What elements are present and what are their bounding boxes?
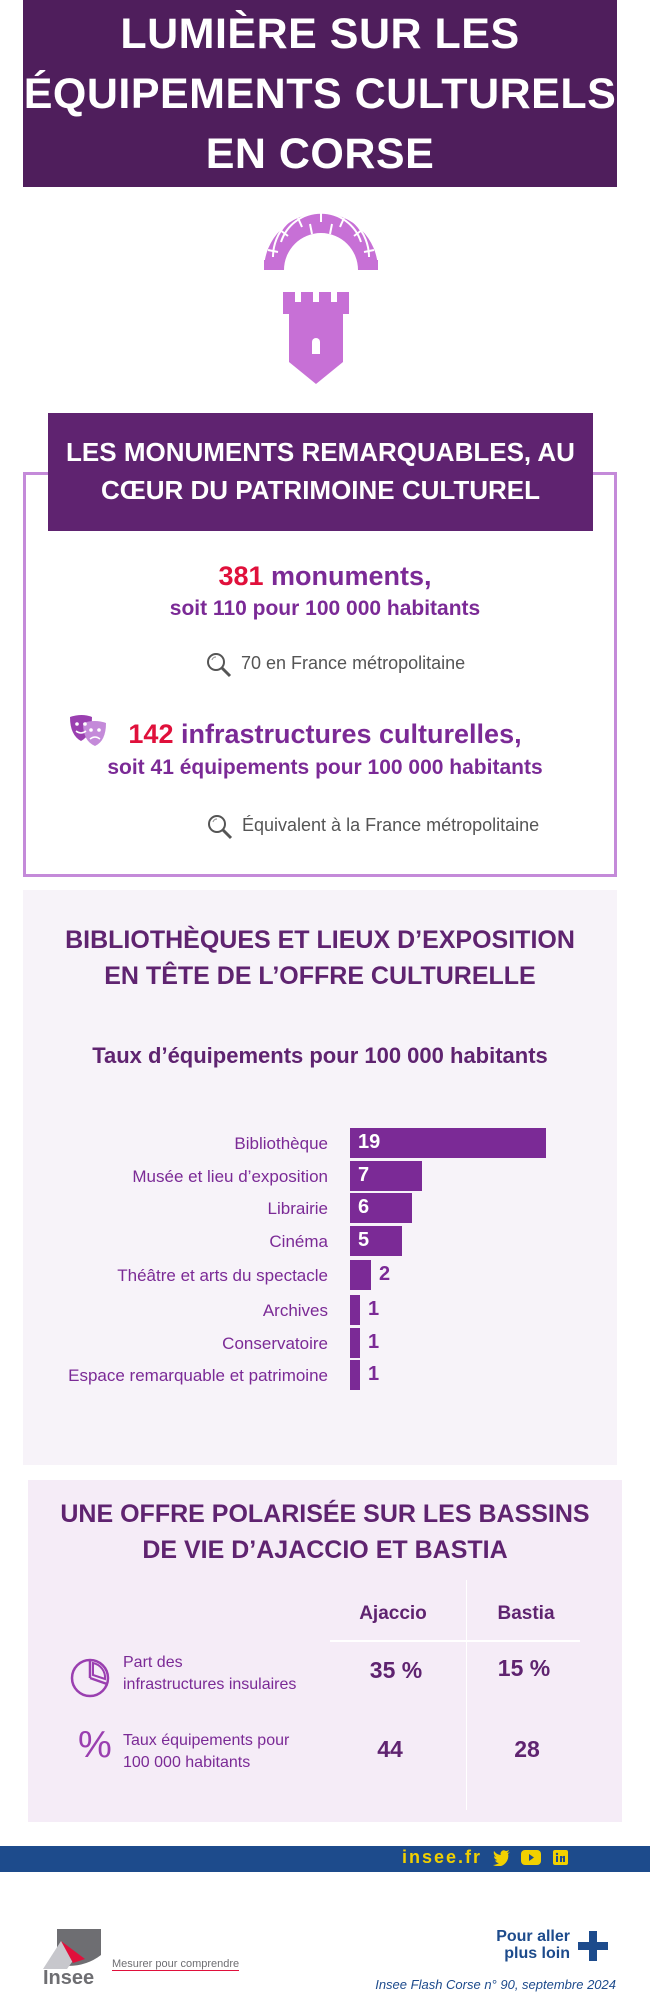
row-label-share: Part des infrastructures insulaires (123, 1652, 296, 1696)
bastia-share: 15 % (497, 1655, 551, 1681)
section-title-line: EN TÊTE DE L’OFFRE CULTURELLE (104, 962, 536, 990)
chart-title: Taux d’équipements pour 100 000 habitant… (92, 1043, 548, 1068)
twitter-icon[interactable] (493, 1850, 511, 1866)
section-title-line: BIBLIOTHÈQUES ET LIEUX D’EXPOSITION (65, 926, 575, 954)
infrastructures-stat: 142 infrastructures culturelles, (0, 719, 650, 750)
bar-value: 6 (358, 1196, 370, 1218)
section-title: BIBLIOTHÈQUES ET LIEUX D’EXPOSITION EN T… (23, 922, 617, 994)
column-header-ajaccio: Ajaccio (359, 1603, 427, 1624)
more-info-line: Pour aller (496, 1928, 570, 1945)
title-line: ÉQUIPEMENTS CULTURELS (23, 70, 617, 118)
bar-label: Espace remarquable et patrimoine (68, 1366, 328, 1385)
ajaccio-share: 35 % (369, 1657, 423, 1683)
title-line: LUMIÈRE SUR LES (120, 10, 520, 58)
bar-label: Bibliothèque (234, 1134, 328, 1153)
infrastructures-comparison: Équivalent à la France métropolitaine (242, 815, 540, 835)
section-title-line: UNE OFFRE POLARISÉE SUR LES BASSINS (60, 1500, 590, 1528)
bar-value: 5 (358, 1229, 370, 1251)
row-label-line: Part des (123, 1654, 183, 1671)
bar-chart: Bibliothèque 19 Musée et lieu d’exposition… (0, 1110, 650, 1410)
tower-icon (264, 212, 378, 384)
page-title: LUMIÈRE SUR LES ÉQUIPEMENTS CULTURELS EN… (23, 0, 617, 187)
bar-label: Musée et lieu d’exposition (132, 1167, 328, 1186)
row-label-line: Taux équipements pour (123, 1732, 290, 1749)
bar-value: 2 (379, 1263, 391, 1285)
youtube-icon[interactable] (521, 1850, 541, 1865)
percent-icon: % (78, 1724, 112, 1766)
insee-logo-text: Insee (43, 1967, 95, 1989)
infrastructures-label: infrastructures culturelles, (173, 719, 522, 749)
monuments-rate: soit 110 pour 100 000 habitants (169, 597, 481, 620)
bar-label: Archives (262, 1301, 328, 1320)
section-header-line: CŒUR DU PATRIMOINE CULTUREL (100, 475, 541, 505)
row-label-rate: Taux équipements pour 100 000 habitants (123, 1730, 289, 1774)
insee-logo-icon (43, 1929, 101, 1969)
bar (350, 1193, 412, 1223)
row-label-line: infrastructures insulaires (123, 1676, 297, 1693)
column-header-bastia: Bastia (497, 1603, 555, 1624)
infrastructures-rate: soit 41 équipements pour 100 000 habitan… (107, 756, 543, 779)
monuments-stat: 381 monuments, (0, 561, 650, 592)
section-header-line: LES MONUMENTS REMARQUABLES, AU (66, 437, 575, 467)
monuments-count: 381 (218, 561, 264, 591)
column-divider (466, 1580, 467, 1810)
section-header: LES MONUMENTS REMARQUABLES, AU CŒUR DU P… (48, 413, 593, 531)
libraries-panel (23, 890, 617, 1465)
header-divider (330, 1640, 580, 1642)
more-info-link[interactable]: Pour aller plus loin (496, 1928, 570, 1962)
magnifier-icon (208, 815, 233, 840)
linkedin-icon[interactable] (553, 1850, 568, 1865)
publication-reference: Insee Flash Corse n° 90, septembre 2024 (375, 1977, 616, 1992)
bar-label: Conservatoire (222, 1334, 328, 1353)
bar-label: Librairie (267, 1199, 328, 1218)
bar (350, 1295, 360, 1325)
bar-label: Cinéma (269, 1232, 328, 1251)
bar-value: 1 (368, 1363, 380, 1385)
bar (350, 1360, 360, 1390)
bar (350, 1128, 546, 1158)
section-title: UNE OFFRE POLARISÉE SUR LES BASSINS DE V… (28, 1496, 622, 1568)
theater-masks-icon (70, 715, 106, 746)
bar-value: 1 (368, 1298, 380, 1320)
row-label-line: 100 000 habitants (123, 1754, 251, 1771)
plus-icon[interactable] (578, 1931, 608, 1961)
bar (350, 1260, 371, 1290)
infrastructures-count: 142 (128, 719, 174, 749)
section-title-line: DE VIE D’AJACCIO ET BASTIA (142, 1536, 508, 1564)
bar-value: 7 (358, 1164, 370, 1186)
insee-logo: Insee (43, 1929, 101, 1990)
insee-link[interactable]: insee.fr (402, 1847, 483, 1867)
insee-tagline: Mesurer pour comprendre (112, 1958, 240, 1971)
bastia-rate: 28 (514, 1736, 540, 1762)
bar (350, 1161, 422, 1191)
title-line: EN CORSE (205, 130, 435, 178)
ajaccio-rate: 44 (377, 1736, 403, 1762)
bar-value: 19 (358, 1131, 381, 1153)
more-info-line: plus loin (504, 1945, 570, 1962)
magnifier-icon (207, 653, 232, 678)
basins-panel (28, 1480, 622, 1822)
pie-chart-icon (70, 1658, 110, 1698)
footer-bar (0, 1846, 650, 1872)
bar (350, 1226, 402, 1256)
bar-value: 1 (368, 1331, 380, 1353)
bar (350, 1328, 360, 1358)
bar-label: Théâtre et arts du spectacle (117, 1266, 328, 1285)
monuments-label: monuments, (263, 561, 432, 591)
monuments-comparison: 70 en France métropolitaine (241, 653, 466, 673)
